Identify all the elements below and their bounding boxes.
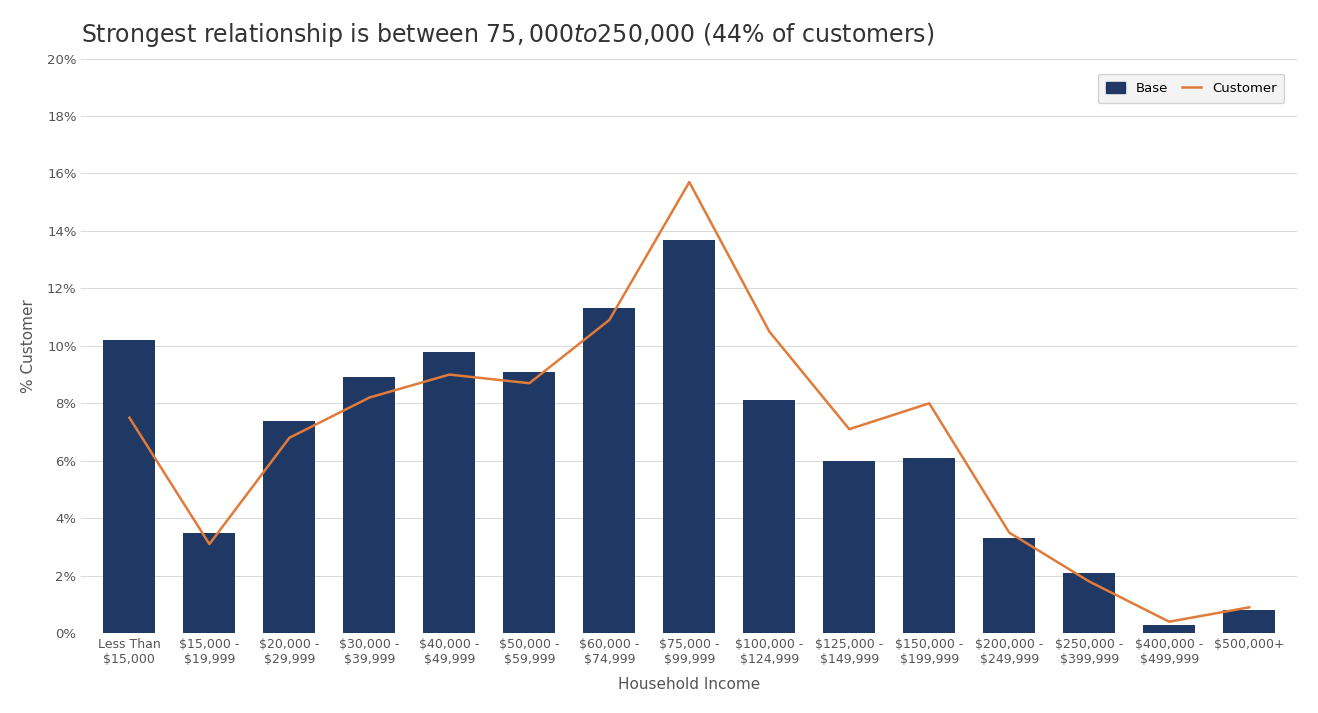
Bar xyxy=(264,421,315,633)
Bar xyxy=(743,401,795,633)
Bar xyxy=(824,461,875,633)
Bar xyxy=(1223,610,1276,633)
Legend: Base, Customer: Base, Customer xyxy=(1098,73,1285,103)
Bar xyxy=(103,340,156,633)
Bar xyxy=(183,533,236,633)
Bar xyxy=(344,377,395,633)
Bar xyxy=(1064,573,1115,633)
Y-axis label: % Customer: % Customer xyxy=(21,299,36,393)
X-axis label: Household Income: Household Income xyxy=(618,677,760,692)
Bar xyxy=(1143,625,1195,633)
Bar xyxy=(663,240,716,633)
Text: Strongest relationship is between $75,000 to $250,000 (44% of customers): Strongest relationship is between $75,00… xyxy=(82,21,934,48)
Bar xyxy=(584,309,635,633)
Bar xyxy=(983,538,1035,633)
Bar xyxy=(903,458,956,633)
Bar xyxy=(423,352,476,633)
Bar xyxy=(503,371,555,633)
